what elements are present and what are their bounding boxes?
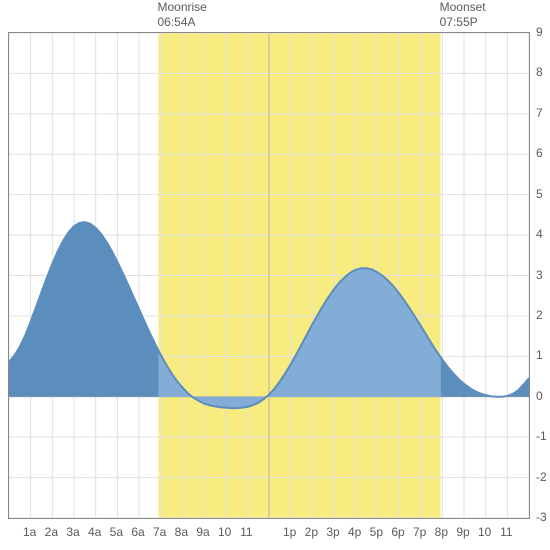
- y-tick-label: 3: [536, 268, 543, 282]
- y-tick-label: 0: [536, 389, 543, 403]
- moonrise-time: 06:54A: [158, 15, 196, 29]
- moonset-label: Moonset 07:55P: [440, 0, 486, 30]
- y-tick-label: 7: [536, 106, 543, 120]
- y-tick-label: 2: [536, 308, 543, 322]
- tide-chart: Moonrise 06:54A Moonset 07:55P 1a 2a 3a 4a 5…: [0, 0, 550, 550]
- y-tick-label: 4: [536, 227, 543, 241]
- y-tick-label: 9: [536, 25, 543, 39]
- x-tick-label: 2p: [305, 525, 318, 539]
- x-tick-label: 11: [240, 525, 252, 539]
- y-tick-label: 8: [536, 65, 543, 79]
- plot-area: [8, 32, 530, 519]
- x-tick-label: 9a: [196, 525, 209, 539]
- x-tick-label: 5a: [110, 525, 123, 539]
- x-tick-label: 11: [500, 525, 512, 539]
- x-tick-label: 5p: [370, 525, 383, 539]
- x-tick-label: 1a: [23, 525, 36, 539]
- y-tick-label: -1: [536, 429, 547, 443]
- x-tick-label: 8p: [435, 525, 448, 539]
- x-tick-label: 4a: [88, 525, 101, 539]
- x-tick-label: 6p: [391, 525, 404, 539]
- x-tick-label: 2a: [45, 525, 58, 539]
- moonset-title: Moonset: [440, 0, 486, 14]
- moonset-time: 07:55P: [440, 15, 478, 29]
- x-tick-label: 1p: [283, 525, 296, 539]
- moonrise-title: Moonrise: [158, 0, 207, 14]
- x-tick-label: 7p: [413, 525, 426, 539]
- x-tick-label: 3p: [326, 525, 339, 539]
- x-tick-label: 10: [478, 525, 491, 539]
- x-tick-label: 10: [218, 525, 231, 539]
- x-tick-label: 7a: [153, 525, 166, 539]
- x-tick-label: 3a: [66, 525, 79, 539]
- y-tick-label: 5: [536, 187, 543, 201]
- x-tick-label: 9p: [456, 525, 469, 539]
- y-tick-label: 1: [536, 348, 543, 362]
- y-tick-label: -2: [536, 470, 547, 484]
- y-tick-label: -3: [536, 510, 547, 524]
- x-tick-label: 6a: [131, 525, 144, 539]
- x-tick-label: 8a: [175, 525, 188, 539]
- x-tick-label: 4p: [348, 525, 361, 539]
- y-tick-label: 6: [536, 146, 543, 160]
- moonrise-label: Moonrise 06:54A: [158, 0, 207, 30]
